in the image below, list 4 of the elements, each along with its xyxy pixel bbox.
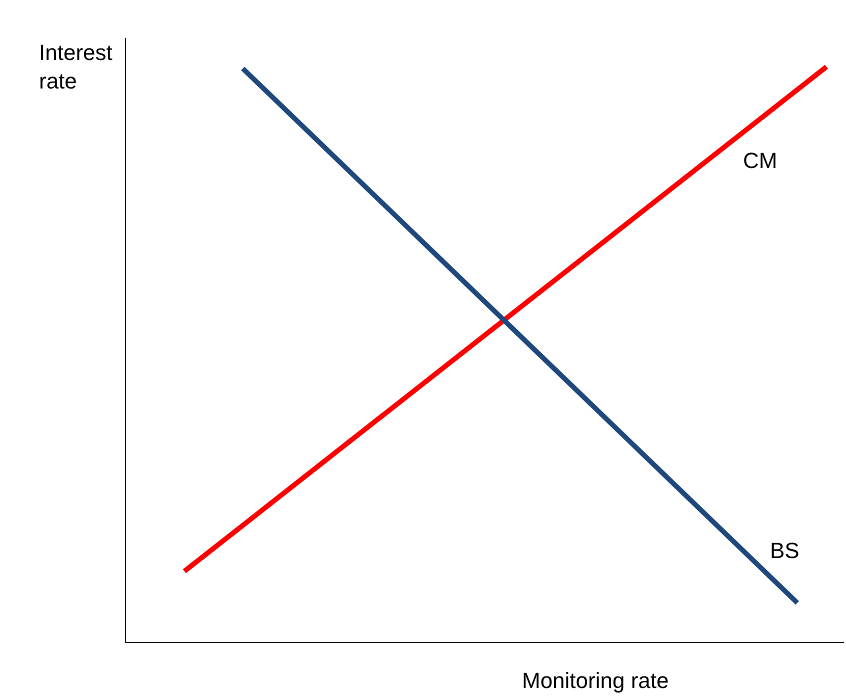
y-axis-title: Interest rate — [39, 40, 112, 94]
x-axis-title: Monitoring rate — [522, 668, 669, 693]
series-label: BS — [770, 538, 800, 563]
series-label: CM — [743, 148, 778, 173]
